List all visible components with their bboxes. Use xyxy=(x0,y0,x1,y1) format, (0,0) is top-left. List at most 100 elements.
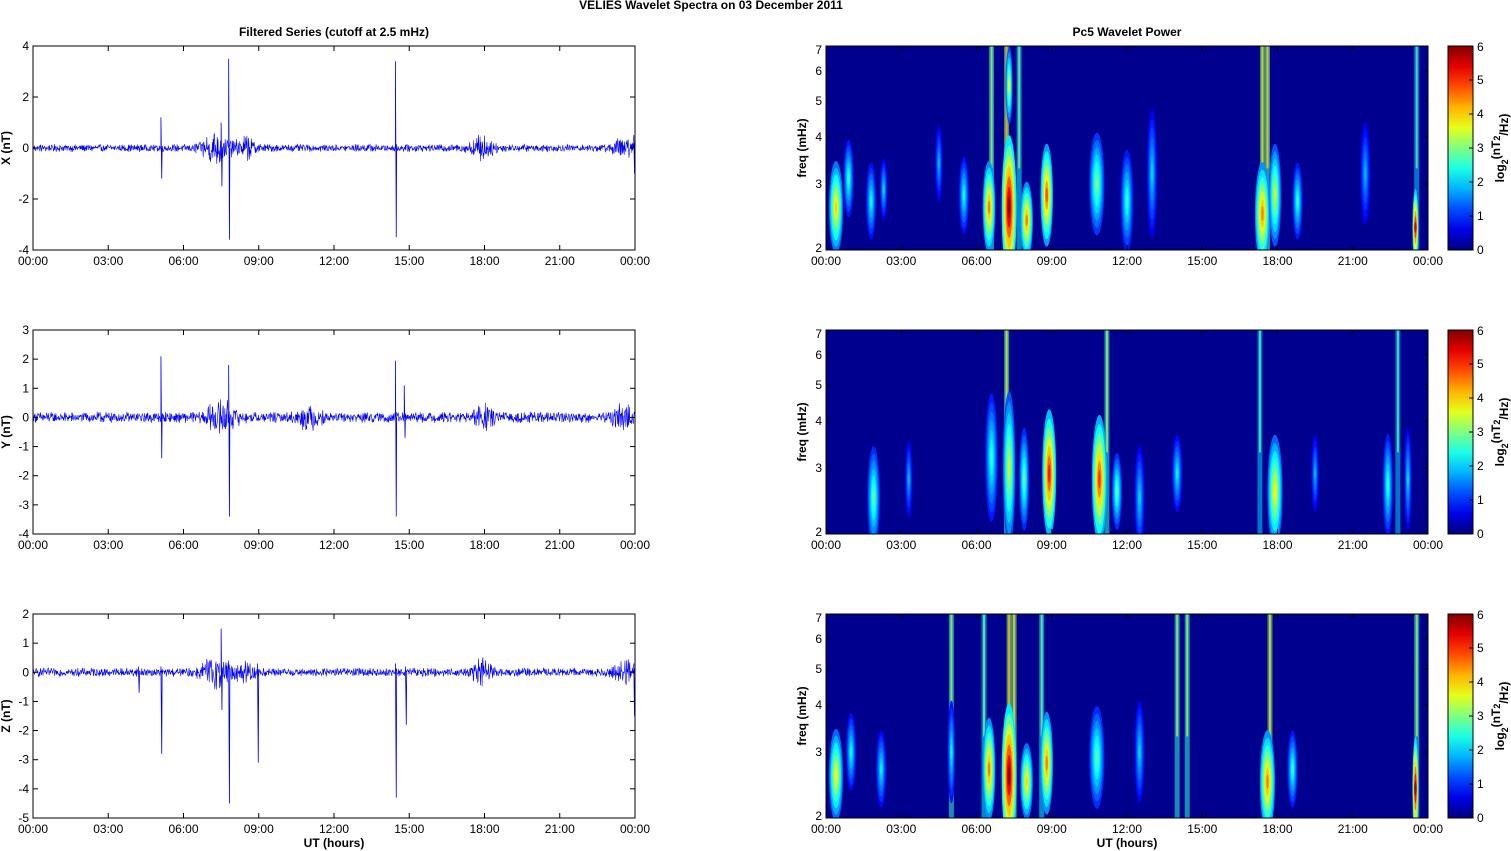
power-blob xyxy=(1115,485,1119,497)
x-tick-label: 06:00 xyxy=(168,254,198,268)
power-blob xyxy=(1095,176,1099,192)
y-tick-label: -3 xyxy=(18,753,29,767)
x-tick-label: 12:00 xyxy=(319,538,349,552)
power-blob xyxy=(1414,780,1417,796)
y-tick-label: 4 xyxy=(815,130,822,144)
y-tick-label: 7 xyxy=(815,611,822,625)
wavelet-panel-y: 00:00 03:00 06:00 09:00 12:00 15:00 18:00 21:00… xyxy=(795,324,1511,552)
heatmap-cells xyxy=(829,614,1420,818)
y-tick-label: 6 xyxy=(815,348,822,362)
power-blob xyxy=(1138,744,1141,760)
power-blob xyxy=(1406,471,1410,487)
y-tick-label: 3 xyxy=(815,461,822,475)
x-tick-label: 09:00 xyxy=(1037,254,1067,268)
x-tick-label: 18:00 xyxy=(1262,254,1292,268)
x-tick-label: 00:00 xyxy=(1413,254,1443,268)
plot-area xyxy=(33,330,635,534)
x-tick-label: 21:00 xyxy=(1338,822,1368,836)
power-streak xyxy=(990,46,993,169)
x-tick-label: 18:00 xyxy=(469,254,499,268)
x-tick-label: 00:00 xyxy=(811,822,841,836)
colorbar: 6 5 4 3 2 1 0 log2(nT2/Hz) xyxy=(1447,324,1511,541)
spike xyxy=(160,356,163,459)
x-tick-label: 09:00 xyxy=(1037,538,1067,552)
spike xyxy=(228,660,231,804)
x-tick-label: 18:00 xyxy=(1262,822,1292,836)
power-streak xyxy=(1415,614,1418,737)
x-tick-label: 21:00 xyxy=(545,538,575,552)
y-tick-label: -2 xyxy=(18,724,29,738)
x-tick-label: 00:00 xyxy=(18,254,48,268)
colorbar-tick-label: 6 xyxy=(1477,40,1484,54)
left-column-title: Filtered Series (cutoff at 2.5 mHz) xyxy=(239,25,429,39)
spike xyxy=(228,364,231,517)
wavelet-panel-z: 00:00 03:00 06:00 09:00 12:00 15:00 18:00 21:00… xyxy=(795,608,1511,836)
colorbar-tick-label: 0 xyxy=(1477,243,1484,257)
x-tick-label: 21:00 xyxy=(1338,254,1368,268)
power-streak xyxy=(1176,614,1179,737)
y-tick-label: -4 xyxy=(18,527,29,541)
x-tick-label: 12:00 xyxy=(1112,822,1142,836)
power-streak xyxy=(1396,330,1399,453)
y-tick-label: 3 xyxy=(815,177,822,191)
power-streak xyxy=(1415,46,1418,169)
power-blob xyxy=(1048,464,1051,483)
x-tick-label: 06:00 xyxy=(168,538,198,552)
power-blob xyxy=(1150,164,1154,183)
power-blob xyxy=(1025,776,1028,788)
x-tick-label: 00:00 xyxy=(1413,822,1443,836)
colorbar-tick-label: 1 xyxy=(1477,209,1484,223)
y-tick-label: 2 xyxy=(815,525,822,539)
power-streak xyxy=(1266,46,1269,169)
power-streak xyxy=(983,614,986,737)
x-tick-label: 09:00 xyxy=(1037,822,1067,836)
y-tick-label: 2 xyxy=(815,241,822,255)
colorbar: 6 5 4 3 2 1 0 log2(nT2/Hz) xyxy=(1447,608,1511,825)
power-blob xyxy=(869,195,873,207)
power-blob xyxy=(882,185,885,194)
heatmap-cells xyxy=(867,330,1412,534)
x-tick-label: 12:00 xyxy=(319,254,349,268)
power-streak xyxy=(1268,614,1271,737)
power-blob xyxy=(1045,755,1048,771)
colorbar-tick-label: 5 xyxy=(1477,641,1484,655)
power-blob xyxy=(950,744,953,760)
colorbar: 6 5 4 3 2 1 0 log2(nT2/Hz) xyxy=(1447,40,1511,257)
spike xyxy=(160,666,163,754)
y-tick-label: 0 xyxy=(22,141,29,155)
colorbar-label: log2(nT2/Hz) xyxy=(1489,682,1511,751)
x-tick-label: 09:00 xyxy=(244,254,274,268)
x-tick-label: 21:00 xyxy=(545,822,575,836)
heatmap-background xyxy=(826,330,1428,534)
y-tick-label: 6 xyxy=(815,632,822,646)
colorbar-tick-label: 2 xyxy=(1477,175,1484,189)
x-tick-label: 15:00 xyxy=(1187,822,1217,836)
power-blob xyxy=(907,473,910,485)
x-tick-label: 03:00 xyxy=(886,822,916,836)
power-blob xyxy=(879,763,883,775)
power-blob xyxy=(1261,206,1264,222)
x-tick-label: 06:00 xyxy=(961,822,991,836)
y-tick-label: -5 xyxy=(18,811,29,825)
x-tick-label: 15:00 xyxy=(1187,538,1217,552)
power-blob xyxy=(1273,483,1277,500)
colorbar-tick-label: 1 xyxy=(1477,777,1484,791)
power-blob xyxy=(1175,467,1179,480)
x-tick-label: 12:00 xyxy=(1112,254,1142,268)
power-streak xyxy=(1013,614,1016,737)
colorbar-tick-label: 5 xyxy=(1477,73,1484,87)
power-blob xyxy=(1364,166,1367,181)
x-tick-label: 18:00 xyxy=(469,822,499,836)
colorbar-tick-label: 4 xyxy=(1477,107,1484,121)
y-axis-label: X (nT) xyxy=(0,131,13,165)
power-blob xyxy=(987,200,991,214)
x-tick-label: 03:00 xyxy=(886,254,916,268)
colorbar-tick-label: 4 xyxy=(1477,391,1484,405)
x-tick-label: 03:00 xyxy=(93,822,123,836)
power-streak xyxy=(950,614,953,737)
power-streak xyxy=(1008,614,1011,737)
spike xyxy=(395,61,398,238)
y-tick-label: 4 xyxy=(815,414,822,428)
x-tick-label: 00:00 xyxy=(620,254,650,268)
